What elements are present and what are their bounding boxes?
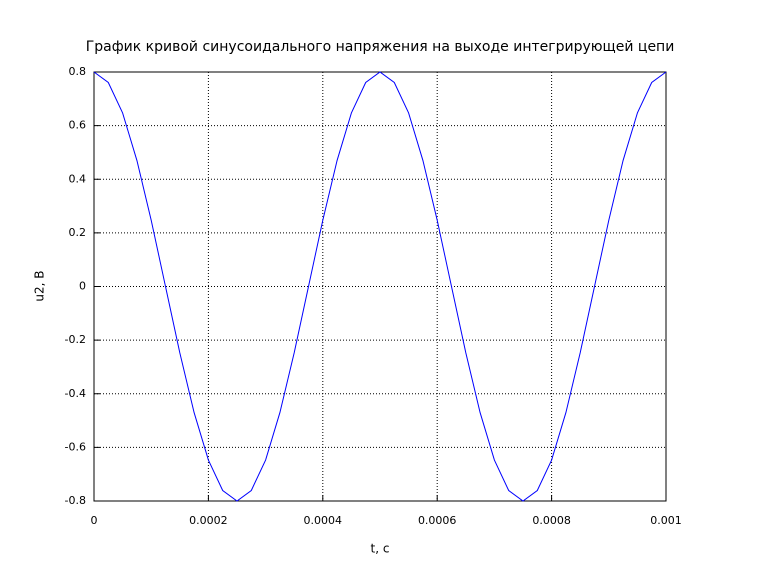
y-tick-label: 0 bbox=[79, 280, 86, 293]
y-tick-label: 0.6 bbox=[69, 119, 87, 132]
x-tick-label: 0.001 bbox=[650, 514, 682, 527]
line-series bbox=[93, 71, 667, 502]
y-tick-label: -0.6 bbox=[65, 440, 86, 453]
x-tick-label: 0.0002 bbox=[189, 514, 228, 527]
y-tick-label: 0.4 bbox=[69, 172, 87, 185]
y-tick-label: -0.4 bbox=[65, 387, 86, 400]
x-tick-label: 0.0008 bbox=[532, 514, 571, 527]
y-tick-label: -0.2 bbox=[65, 333, 86, 346]
x-tick-label: 0 bbox=[91, 514, 98, 527]
x-axis-label: t, c bbox=[371, 542, 390, 556]
x-tick-label: 0.0006 bbox=[418, 514, 457, 527]
y-tick-label: -0.8 bbox=[65, 494, 86, 507]
y-tick-label: 0.8 bbox=[69, 65, 87, 78]
x-tick-label: 0.0004 bbox=[304, 514, 343, 527]
y-tick-label: 0.2 bbox=[69, 226, 87, 239]
chart-title: График кривой синусоидального напряжения… bbox=[86, 39, 675, 55]
y-axis-label: u2, B bbox=[33, 270, 47, 301]
